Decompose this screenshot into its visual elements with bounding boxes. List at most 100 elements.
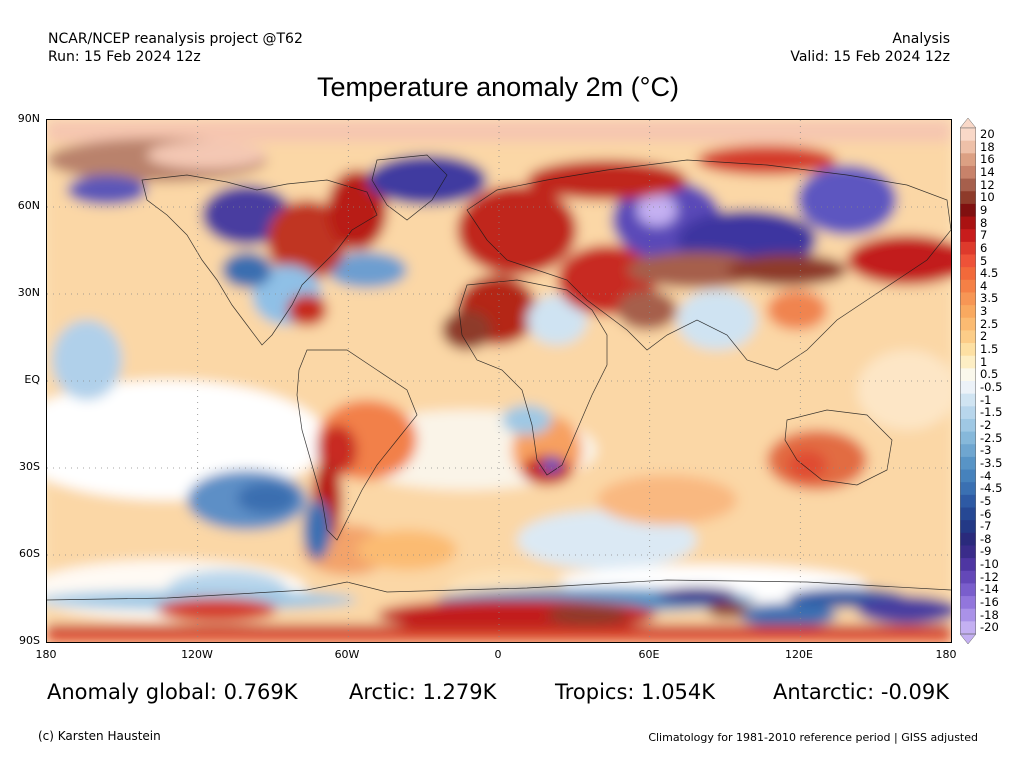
colorbar-swatch — [960, 279, 976, 293]
colorbar-label: -4 — [980, 468, 992, 483]
colorbar-label: 9 — [980, 202, 988, 217]
colorbar-label: -2 — [980, 417, 992, 432]
colorbar-swatch — [960, 482, 976, 496]
colorbar-swatch — [960, 494, 976, 508]
colorbar-swatch — [960, 469, 976, 483]
header-info-right: Analysis Valid: 15 Feb 2024 12z — [790, 30, 950, 66]
colorbar-swatch — [960, 621, 976, 635]
lat-label-90n: 90N — [17, 112, 40, 125]
colorbar-label: -0.5 — [980, 380, 1003, 394]
colorbar-label: -14 — [980, 582, 999, 597]
colorbar-label: -10 — [980, 557, 999, 572]
colorbar-label: -16 — [980, 595, 999, 610]
lon-label-180w: 180 — [35, 648, 57, 661]
lat-label-60n: 60N — [17, 199, 40, 212]
colorbar-label: -4.5 — [980, 481, 1003, 496]
lat-label-eq: EQ — [24, 373, 40, 386]
colorbar-swatch — [960, 267, 976, 281]
colorbar-swatch — [960, 317, 976, 331]
colorbar-swatch — [960, 444, 976, 458]
climatology-note: Climatology for 1981-2010 reference peri… — [648, 731, 978, 744]
lat-label-30s: 30S — [19, 460, 40, 473]
colorbar-swatch — [960, 431, 976, 445]
credit: (c) Karsten Haustein — [38, 729, 161, 743]
header-info-left: NCAR/NCEP reanalysis project @T62 Run: 1… — [48, 30, 303, 66]
colorbar-label: 6 — [980, 240, 988, 255]
lon-label-120e: 120E — [785, 648, 813, 661]
colorbar-label: 16 — [980, 152, 995, 167]
colorbar-swatch — [960, 153, 976, 167]
lon-label-180e: 180 — [935, 648, 957, 661]
colorbar-label: -20 — [980, 620, 999, 635]
colorbar-swatch — [960, 229, 976, 243]
colorbar-label: -7 — [980, 519, 992, 534]
colorbar-label: -9 — [980, 544, 992, 559]
colorbar-label: 12 — [980, 177, 995, 192]
map-title: Temperature anomaly 2m (°C) — [317, 72, 679, 102]
colorbar-swatch — [960, 241, 976, 255]
colorbar-label: 1.5 — [980, 342, 999, 357]
colorbar-swatch — [960, 343, 976, 357]
arctic-anomaly: Arctic: 1.279K — [349, 680, 497, 704]
lon-label-0: 0 — [494, 648, 502, 661]
colorbar-swatch — [960, 368, 976, 382]
colorbar-swatch — [960, 203, 976, 218]
colorbar-swatch — [960, 381, 976, 395]
analysis-label: Analysis — [892, 31, 950, 47]
colorbar-swatch — [960, 254, 976, 268]
colorbar-swatch — [960, 393, 976, 407]
colorbar — [960, 118, 976, 644]
colorbar-label: -1.5 — [980, 405, 1003, 420]
colorbar-label: -2.5 — [980, 430, 1003, 445]
colorbar-label: -3 — [980, 443, 992, 458]
colorbar-swatch — [960, 507, 976, 521]
colorbar-label: 1 — [980, 354, 988, 369]
graticule — [47, 120, 951, 642]
colorbar-label: 2 — [980, 329, 988, 344]
lat-label-30n: 30N — [17, 286, 40, 299]
global-anomaly: Anomaly global: 0.769K — [47, 680, 298, 704]
lon-label-120w: 120W — [181, 648, 213, 661]
anomaly-map — [46, 119, 952, 643]
model-label: NCAR/NCEP reanalysis project @T62 — [48, 31, 303, 47]
coastlines-outline — [47, 154, 951, 601]
tropics-anomaly: Tropics: 1.054K — [555, 680, 716, 704]
colorbar-swatch — [960, 292, 976, 306]
colorbar-label: 20 — [980, 127, 995, 141]
colorbar-swatch — [960, 520, 976, 534]
colorbar-label: 0.5 — [980, 367, 999, 382]
colorbar-label: 4.5 — [980, 266, 999, 281]
lon-label-60e: 60E — [638, 648, 660, 661]
colorbar-label: 2.5 — [980, 316, 999, 331]
lat-label-60s: 60S — [19, 547, 40, 560]
colorbar-label: -12 — [980, 569, 999, 584]
colorbar-label: 5 — [980, 253, 988, 268]
colorbar-swatch — [960, 355, 976, 369]
lat-label-90s: 90S — [19, 634, 40, 647]
colorbar-swatch — [960, 418, 976, 433]
colorbar-swatch — [960, 545, 976, 559]
colorbar-swatch — [960, 330, 976, 344]
valid-label: Valid: 15 Feb 2024 12z — [790, 49, 950, 65]
colorbar-label: -6 — [980, 506, 992, 521]
run-label: Run: 15 Feb 2024 12z — [48, 49, 201, 65]
colorbar-swatch — [960, 191, 976, 205]
colorbar-label: -5 — [980, 493, 992, 508]
colorbar-label: 8 — [980, 215, 988, 230]
colorbar-label: 7 — [980, 228, 988, 243]
colorbar-swatch — [960, 570, 976, 584]
colorbar-label: -1 — [980, 392, 992, 407]
anomaly-map-svg — [47, 120, 951, 642]
colorbar-swatch — [960, 165, 976, 180]
colorbar-label: -18 — [980, 607, 999, 622]
colorbar-swatch — [960, 596, 976, 610]
colorbar-swatch — [960, 216, 976, 230]
colorbar-label: 18 — [980, 139, 995, 154]
colorbar-label: 10 — [980, 190, 995, 205]
colorbar-swatch — [960, 583, 976, 597]
colorbar-swatch — [960, 456, 976, 471]
colorbar-label: -8 — [980, 531, 992, 546]
colorbar-label: -3.5 — [980, 455, 1003, 470]
colorbar-bottom-arrow — [960, 633, 976, 644]
colorbar-swatch — [960, 532, 976, 546]
